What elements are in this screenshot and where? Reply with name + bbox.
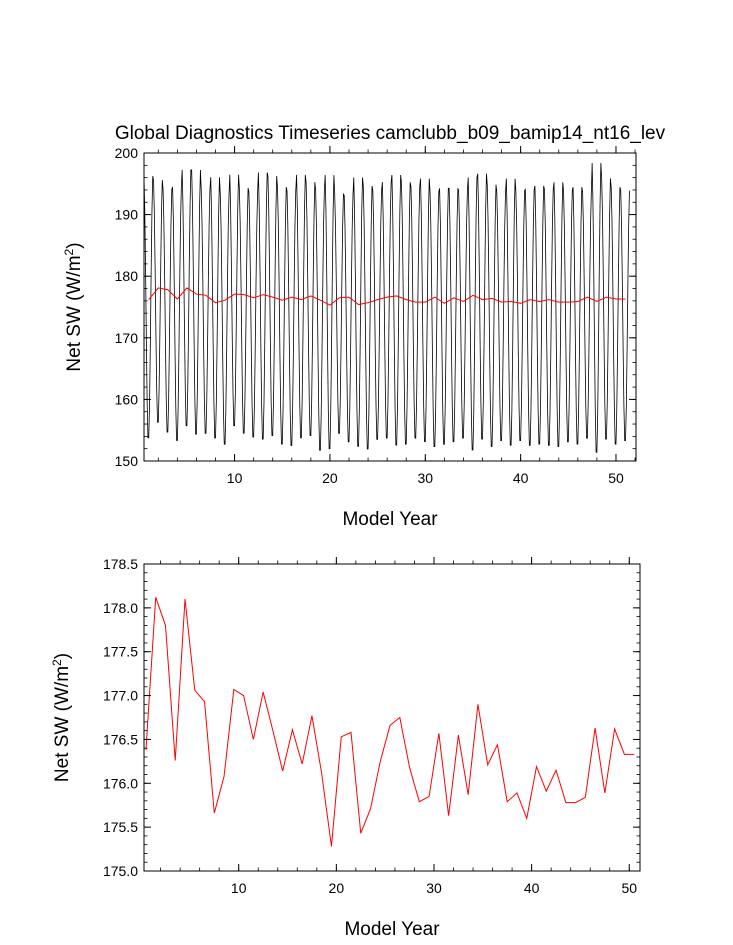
y-axis-title: Net SW (W/m2) [50,653,73,782]
series-line-0-0 [143,163,630,453]
plot-frame-0 [143,152,637,462]
plot-frame-1 [143,563,641,872]
y-axis-title: Net SW (W/m2) [62,242,85,371]
y-tick-label: 150 [115,453,139,469]
x-tick-label: 50 [621,880,637,896]
x-tick-label: 20 [322,470,338,486]
y-tick-label: 170 [115,330,139,346]
series-line-0-1 [148,287,626,306]
y-tick-label: 178.5 [103,556,138,572]
x-tick-label: 20 [329,880,345,896]
y-tick-label: 177.5 [103,644,138,660]
x-axis-title: Model Year [344,919,440,940]
y-tick-label: 175.0 [103,863,138,879]
x-axis-title: Model Year [342,509,438,530]
y-tick-label: 180 [115,268,139,284]
x-tick-label: 50 [608,470,624,486]
series-line-1-0 [145,597,635,847]
timeseries-chart-annual: 175.0 175.5 176.0 176.5 177.0 177.5 178.0 178.5… [50,556,641,940]
y-tick-label: 177.0 [103,688,138,704]
x-tick-label: 10 [227,470,243,486]
timeseries-chart-monthly: 150 160 170 180 190 200 10 20 30 40 50 Model Year Ne… [62,145,637,530]
y-tick-label: 200 [115,145,139,161]
x-tick-label: 30 [426,880,442,896]
y-tick-label: 190 [115,207,139,223]
figure-title: Global Diagnostics Timeseries camclubb_b… [115,123,666,144]
y-tick-label: 176.0 [103,775,138,791]
x-tick-label: 40 [513,470,529,486]
x-tick-label: 10 [231,880,247,896]
y-tick-label: 176.5 [103,731,138,747]
y-tick-label: 178.0 [103,600,138,616]
x-tick-label: 40 [524,880,540,896]
x-tick-label: 30 [417,470,433,486]
y-tick-label: 175.5 [103,819,138,835]
y-tick-label: 160 [115,391,139,407]
